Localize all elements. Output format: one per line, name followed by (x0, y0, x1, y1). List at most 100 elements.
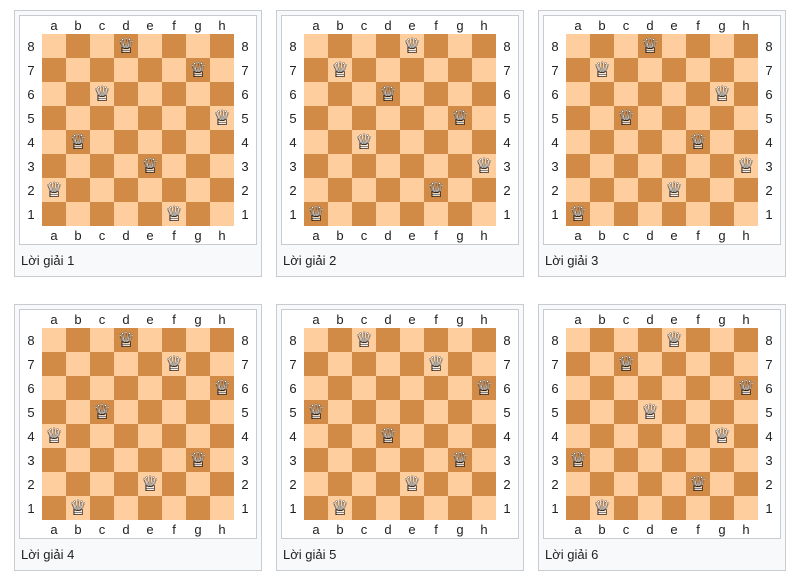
white-queen-icon: ♛ ♕ (662, 178, 686, 202)
white-queen-icon: ♛ ♕ (376, 424, 400, 448)
rank-label: 1 (27, 206, 35, 222)
square-e7 (400, 58, 424, 82)
rank-label: 6 (289, 86, 297, 102)
square-a1: ♛ ♕ (566, 202, 590, 226)
square-b5 (590, 400, 614, 424)
white-queen-outline: ♕ (402, 472, 422, 496)
square-b5 (328, 400, 352, 424)
square-g3 (710, 448, 734, 472)
square-a4 (42, 130, 66, 154)
square-f8 (686, 328, 710, 352)
square-f2 (686, 178, 710, 202)
file-label: e (670, 227, 678, 243)
corner (496, 226, 518, 244)
square-g5 (186, 400, 210, 424)
rank-label: 8 (503, 332, 511, 348)
square-h2 (734, 178, 758, 202)
square-f8 (162, 34, 186, 58)
chessboard: a b c d e f g h 8 ♛ ♕ 8 7 ♛ ♕ 7 6 ♛ ♕ 6 5 ♛ ♕ 5 4 ♛ ♕ 4 3 ♛ ♕ 3 2 ♛ ♕ 2 1 ♛ ♕ 1… (282, 310, 518, 538)
square-a1: ♛ ♕ (304, 202, 328, 226)
corner (544, 310, 566, 328)
square-d1 (638, 496, 662, 520)
rank-label: 5 (551, 404, 559, 420)
rank-label: 7 (765, 356, 773, 372)
white-queen-icon: ♛ ♕ (186, 448, 210, 472)
square-a2: ♛ ♕ (42, 178, 66, 202)
square-a8 (304, 328, 328, 352)
square-c4 (90, 130, 114, 154)
square-b3 (66, 154, 90, 178)
chessboard-image[interactable]: a b c d e f g h 8 ♛ ♕ 8 7 ♛ ♕ 7 6 ♛ ♕ 6 5 ♛ ♕ 5 4 ♛ ♕ 4 3 ♛ ♕ 3 2 ♛ ♕ 2 1 ♛ ♕ 1… (543, 15, 781, 245)
square-d6 (376, 376, 400, 400)
white-queen-icon: ♛ ♕ (114, 328, 138, 352)
square-d2 (114, 178, 138, 202)
square-g3 (186, 154, 210, 178)
file-label: f (696, 311, 700, 327)
corner (758, 310, 780, 328)
chessboard-image[interactable]: a b c d e f g h 8 ♛ ♕ 8 7 ♛ ♕ 7 6 ♛ ♕ 6 5 ♛ ♕ 5 4 ♛ ♕ 4 3 ♛ ♕ 3 2 ♛ ♕ 2 1 ♛ ♕ 1… (543, 309, 781, 539)
file-label: a (50, 521, 58, 537)
square-a6 (566, 82, 590, 106)
chessboard-image[interactable]: a b c d e f g h 8 ♛ ♕ 8 7 ♛ ♕ 7 6 ♛ ♕ 6 5 ♛ ♕ 5 4 ♛ ♕ 4 3 ♛ ♕ 3 2 ♛ ♕ 2 1 ♛ ♕ 1… (19, 309, 257, 539)
square-g1 (710, 202, 734, 226)
white-queen-fill: ♛ (164, 202, 184, 226)
corner (544, 226, 566, 244)
square-a8 (566, 34, 590, 58)
square-d3 (638, 448, 662, 472)
chessboard-image[interactable]: a b c d e f g h 8 ♛ ♕ 8 7 ♛ ♕ 7 6 ♛ ♕ 6 5 ♛ ♕ 5 4 ♛ ♕ 4 3 ♛ ♕ 3 2 ♛ ♕ 2 1 ♛ ♕ 1… (281, 309, 519, 539)
rank-label: 8 (551, 38, 559, 54)
square-e5 (138, 106, 162, 130)
square-c7 (614, 58, 638, 82)
rank-label: 8 (241, 332, 249, 348)
file-label: f (696, 17, 700, 33)
square-h8 (472, 328, 496, 352)
rank-label: 3 (241, 452, 249, 468)
square-c2 (352, 472, 376, 496)
file-label: c (622, 227, 630, 243)
square-e6 (662, 376, 686, 400)
white-queen-fill: ♛ (330, 496, 350, 520)
white-queen-icon: ♛ ♕ (686, 472, 710, 496)
square-e7 (138, 352, 162, 376)
square-e7 (662, 58, 686, 82)
square-a6 (42, 376, 66, 400)
file-label: g (194, 311, 202, 327)
chessboard-image[interactable]: a b c d e f g h 8 ♛ ♕ 8 7 ♛ ♕ 7 6 ♛ ♕ 6 5 ♛ ♕ 5 4 ♛ ♕ 4 3 ♛ ♕ 3 2 ♛ ♕ 2 1 ♛ ♕ 1… (19, 15, 257, 245)
square-f7: ♛ ♕ (424, 352, 448, 376)
square-h6 (210, 82, 234, 106)
corner (20, 520, 42, 538)
white-queen-icon: ♛ ♕ (638, 400, 662, 424)
rank-label: 5 (241, 110, 249, 126)
file-label: d (646, 521, 654, 537)
square-d1 (114, 496, 138, 520)
square-e1 (400, 496, 424, 520)
square-f5 (424, 400, 448, 424)
file-label: b (74, 521, 82, 537)
rank-label: 7 (241, 356, 249, 372)
square-g4 (710, 130, 734, 154)
square-c4 (614, 424, 638, 448)
white-queen-fill: ♛ (688, 130, 708, 154)
square-f7 (686, 58, 710, 82)
square-f2: ♛ ♕ (686, 472, 710, 496)
rank-label: 2 (503, 476, 511, 492)
white-queen-icon: ♛ ♕ (90, 82, 114, 106)
white-queen-outline: ♕ (188, 448, 208, 472)
chessboard-image[interactable]: a b c d e f g h 8 ♛ ♕ 8 7 ♛ ♕ 7 6 ♛ ♕ 6 5 ♛ ♕ 5 4 ♛ ♕ 4 3 ♛ ♕ 3 2 ♛ ♕ 2 1 ♛ ♕ 1… (281, 15, 519, 245)
square-g5 (710, 106, 734, 130)
rank-label: 2 (289, 476, 297, 492)
square-e1 (400, 202, 424, 226)
rank-label: 8 (289, 38, 297, 54)
square-e3 (400, 154, 424, 178)
square-b4: ♛ ♕ (66, 130, 90, 154)
square-c6 (352, 82, 376, 106)
square-e8 (400, 328, 424, 352)
white-queen-outline: ♕ (426, 178, 446, 202)
square-d7 (376, 58, 400, 82)
square-f8 (424, 34, 448, 58)
square-b6 (66, 376, 90, 400)
square-f3 (686, 448, 710, 472)
square-e6 (662, 82, 686, 106)
square-d4 (114, 424, 138, 448)
square-d7 (638, 352, 662, 376)
